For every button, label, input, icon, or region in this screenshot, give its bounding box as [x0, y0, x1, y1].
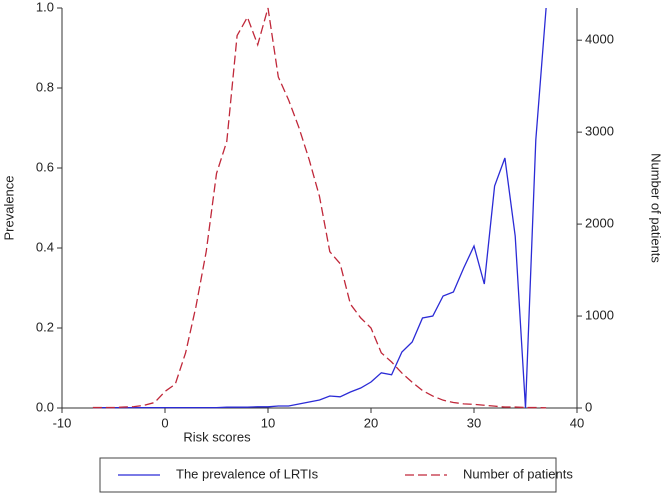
y2-tick-label: 2000: [585, 216, 614, 231]
data-line: [92, 7, 547, 409]
x-tick-label: 10: [261, 415, 275, 430]
legend-box: [99, 457, 557, 493]
y-tick-label: 0.6: [36, 159, 54, 174]
y-tick-label: 0.2: [36, 319, 54, 334]
y-tick-label: 1.0: [36, 0, 54, 14]
x-tick-label: -10: [53, 415, 72, 430]
y-tick-label: 0.8: [36, 79, 54, 94]
x-tick-label: 20: [364, 415, 378, 430]
x-tick-label: 0: [161, 415, 168, 430]
legend-label: The prevalence of LRTIs: [176, 466, 319, 481]
y-tick-label: 0.0: [36, 399, 54, 414]
y2-tick-label: 0: [585, 399, 592, 414]
y-axis-label: Prevalence: [1, 175, 16, 240]
y2-tick-label: 3000: [585, 124, 614, 139]
y2-tick-label: 1000: [585, 307, 614, 322]
data-line: [92, 7, 547, 409]
y-tick-label: 0.4: [36, 239, 54, 254]
y2-tick-label: 4000: [585, 32, 614, 47]
x-axis-label: Risk scores: [183, 429, 251, 444]
x-tick-label: 40: [570, 415, 584, 430]
y2-axis-label: Number of patients: [649, 153, 664, 263]
legend-label: Number of patients: [463, 466, 573, 481]
x-tick-label: 30: [467, 415, 481, 430]
